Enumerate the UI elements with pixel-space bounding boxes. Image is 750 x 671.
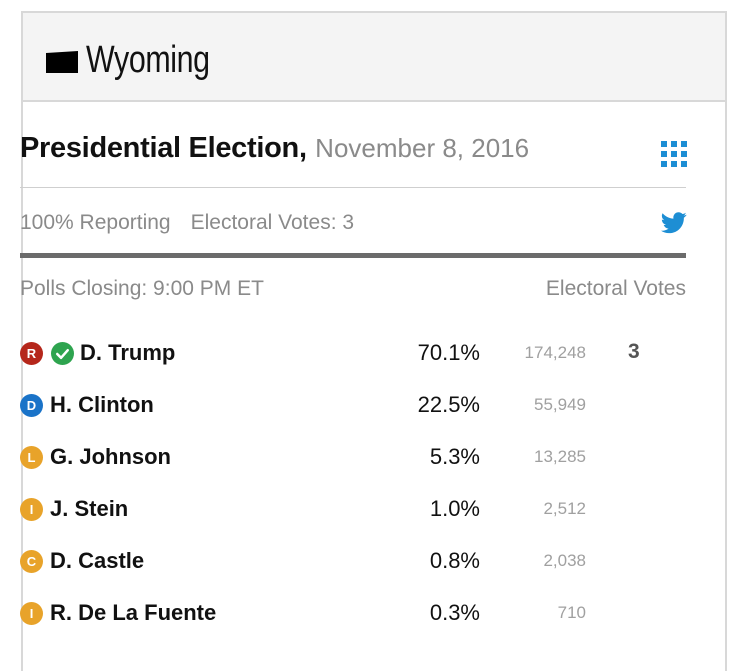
candidate-row: D H. Clinton 22.5% 55,949 [20, 391, 686, 421]
vote-count: 2,512 [543, 499, 586, 518]
election-date: November 8, 2016 [315, 133, 530, 163]
wyoming-shape-icon [46, 51, 78, 73]
candidate-row: L G. Johnson 5.3% 13,285 [20, 443, 686, 473]
candidate-name: R. De La Fuente [50, 600, 217, 625]
state-name: Wyoming [86, 39, 210, 81]
vote-count: 174,248 [524, 343, 586, 362]
party-badge: L [20, 446, 43, 469]
results-divider [20, 253, 686, 258]
party-badge: C [20, 550, 43, 573]
electoral-votes-header: Electoral Votes [545, 277, 686, 300]
reporting-status: 100% Reporting Electoral Votes: 3 [20, 211, 354, 235]
vote-percent: 22.5% [417, 392, 480, 417]
candidate-name: G. Johnson [50, 444, 171, 469]
polls-closing: Polls Closing: 9:00 PM ET [20, 277, 264, 300]
twitter-icon[interactable] [661, 212, 687, 234]
candidate-row: I J. Stein 1.0% 2,512 [20, 495, 686, 525]
party-badge: D [20, 394, 43, 417]
election-heading: Presidential Election, November 8, 2016 [20, 132, 529, 165]
candidate-row: I R. De La Fuente 0.3% 710 [20, 599, 686, 629]
vote-percent: 5.3% [429, 444, 480, 469]
candidate-row: R D. Trump 70.1% 174,248 3 [20, 339, 686, 369]
party-badge: I [20, 602, 43, 625]
electoral-votes-total: Electoral Votes: 3 [190, 211, 355, 234]
candidate-name: D. Trump [80, 340, 176, 365]
candidate-name: D. Castle [50, 548, 145, 573]
vote-percent: 70.1% [417, 340, 480, 365]
results-column-headers: Polls Closing: 9:00 PM ET Electoral Vote… [20, 277, 686, 301]
election-title: Presidential Election, [20, 132, 307, 164]
vote-percent: 1.0% [429, 496, 480, 521]
vote-count: 13,285 [534, 447, 586, 466]
vote-percent: 0.3% [429, 600, 480, 625]
grid-icon[interactable] [661, 141, 687, 167]
candidate-row: C D. Castle 0.8% 2,038 [20, 547, 686, 577]
check-icon [51, 342, 74, 365]
party-badge: R [20, 342, 43, 365]
reporting-percent: 100% Reporting [20, 211, 171, 234]
state-header: Wyoming [23, 13, 725, 102]
party-badge: I [20, 498, 43, 521]
vote-count: 55,949 [534, 395, 586, 414]
vote-percent: 0.8% [429, 548, 480, 573]
vote-count: 2,038 [543, 551, 586, 570]
candidate-name: J. Stein [50, 496, 129, 521]
divider [20, 187, 686, 188]
candidate-name: H. Clinton [50, 392, 154, 417]
results-card: Wyoming [21, 11, 727, 671]
electoral-votes-won: 3 [628, 340, 640, 363]
vote-count: 710 [557, 603, 586, 622]
